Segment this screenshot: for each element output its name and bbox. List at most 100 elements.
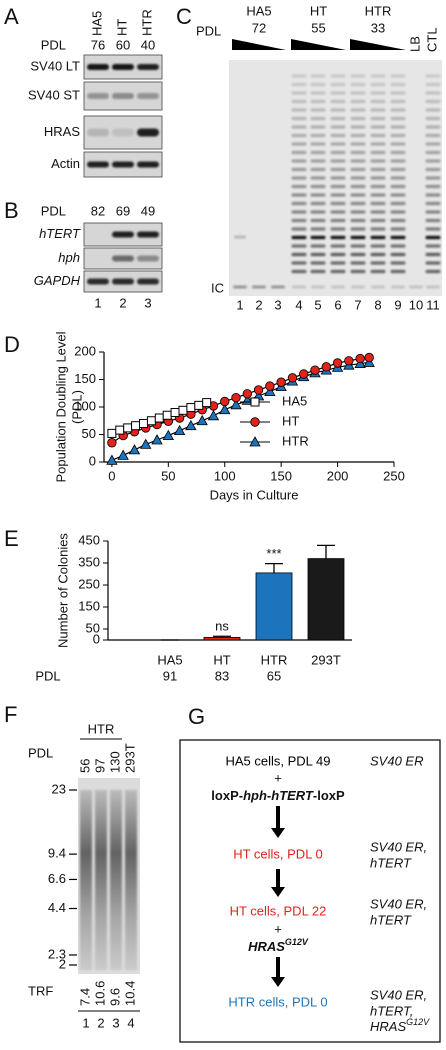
data-point: [321, 362, 331, 372]
lane-number: 11: [426, 297, 440, 312]
band: [291, 74, 307, 78]
lane-number: 2: [255, 297, 262, 312]
band: [425, 150, 441, 155]
y-tick-label: 0: [89, 453, 96, 468]
band: [137, 128, 159, 137]
lane-number: 9: [394, 297, 401, 312]
data-point: [355, 353, 365, 364]
band: [291, 184, 307, 189]
cell-line: HTR cells, PDL 0: [228, 994, 327, 1009]
band: [310, 116, 326, 121]
band: [291, 201, 307, 206]
band: [370, 261, 386, 265]
band: [291, 210, 307, 214]
control-label: LB: [407, 36, 422, 52]
construct: HRASG12V: [248, 937, 309, 954]
band: [87, 64, 109, 70]
construct-part: hph: [243, 788, 267, 803]
size-marker-label: 23: [52, 781, 66, 796]
band: [370, 201, 386, 206]
band: [390, 150, 406, 155]
band: [310, 193, 326, 197]
group-label: HTR: [88, 721, 115, 736]
band: [310, 133, 326, 138]
band: [310, 176, 326, 180]
band: [310, 82, 326, 87]
band: [390, 269, 406, 274]
band: [350, 218, 366, 223]
band: [390, 184, 406, 189]
band: [291, 227, 307, 231]
lane-label: 56: [77, 759, 92, 773]
band: [350, 82, 366, 87]
trf-value: 7.4: [77, 988, 92, 1006]
band: [370, 210, 386, 214]
band: [351, 285, 365, 289]
band: [87, 161, 109, 168]
band: [370, 218, 386, 223]
genotype: hTERT,: [370, 1003, 413, 1018]
band: [310, 201, 326, 206]
data-point: [117, 449, 129, 460]
lane-number: 6: [334, 297, 341, 312]
size-marker-label: 4.4: [48, 900, 66, 915]
band: [425, 227, 441, 231]
genotype-sup: G12V: [406, 1017, 430, 1027]
y-axis-label: Number of Colonies: [55, 533, 70, 648]
band: [330, 193, 346, 197]
band: [330, 91, 346, 95]
band: [291, 176, 307, 180]
data-point: [162, 410, 172, 420]
panel-label: B: [4, 198, 19, 223]
control-label: CTL: [424, 27, 439, 52]
band: [330, 74, 346, 78]
data-point: [287, 373, 298, 383]
row-label: Actin: [51, 156, 80, 171]
band: [425, 184, 441, 189]
data-point: [231, 392, 241, 403]
legend-marker: [249, 436, 261, 447]
band: [291, 235, 307, 240]
legend-label: HA5: [282, 393, 307, 408]
data-point: [299, 369, 309, 379]
x-tick-label: HA5: [157, 652, 182, 667]
band: [87, 93, 109, 99]
band: [350, 108, 366, 112]
group-label: HT: [310, 3, 327, 18]
arrow-head: [271, 828, 285, 838]
data-point: [220, 396, 230, 407]
band: [350, 91, 366, 95]
y-tick-label: 150: [74, 371, 96, 386]
band: [310, 99, 326, 104]
lane-number: 1: [94, 295, 101, 310]
band: [350, 269, 366, 274]
band: [137, 278, 159, 285]
row-label: SV40 ST: [28, 87, 80, 102]
band: [291, 159, 307, 163]
band: [330, 184, 346, 189]
construct-part: -loxP: [313, 788, 345, 803]
band: [371, 285, 385, 289]
data-point: [364, 352, 374, 363]
x-axis-label: Days in Culture: [210, 487, 299, 502]
pdl-value: 72: [252, 20, 266, 35]
band: [350, 125, 366, 129]
band: [310, 125, 326, 129]
band: [137, 255, 159, 262]
band: [390, 176, 406, 180]
band: [330, 159, 346, 163]
band: [370, 142, 386, 146]
lane-label: 97: [92, 759, 107, 773]
trf-value: 9.6: [107, 988, 122, 1006]
x-tick-label: 100: [214, 468, 236, 483]
band: [390, 125, 406, 129]
band: [330, 218, 346, 223]
data-point: [196, 414, 208, 426]
data-point: [194, 400, 204, 410]
x-tick-label: 200: [327, 468, 349, 483]
bar: [307, 558, 345, 641]
data-point: [242, 389, 253, 399]
band: [330, 99, 346, 104]
band: [291, 133, 307, 138]
